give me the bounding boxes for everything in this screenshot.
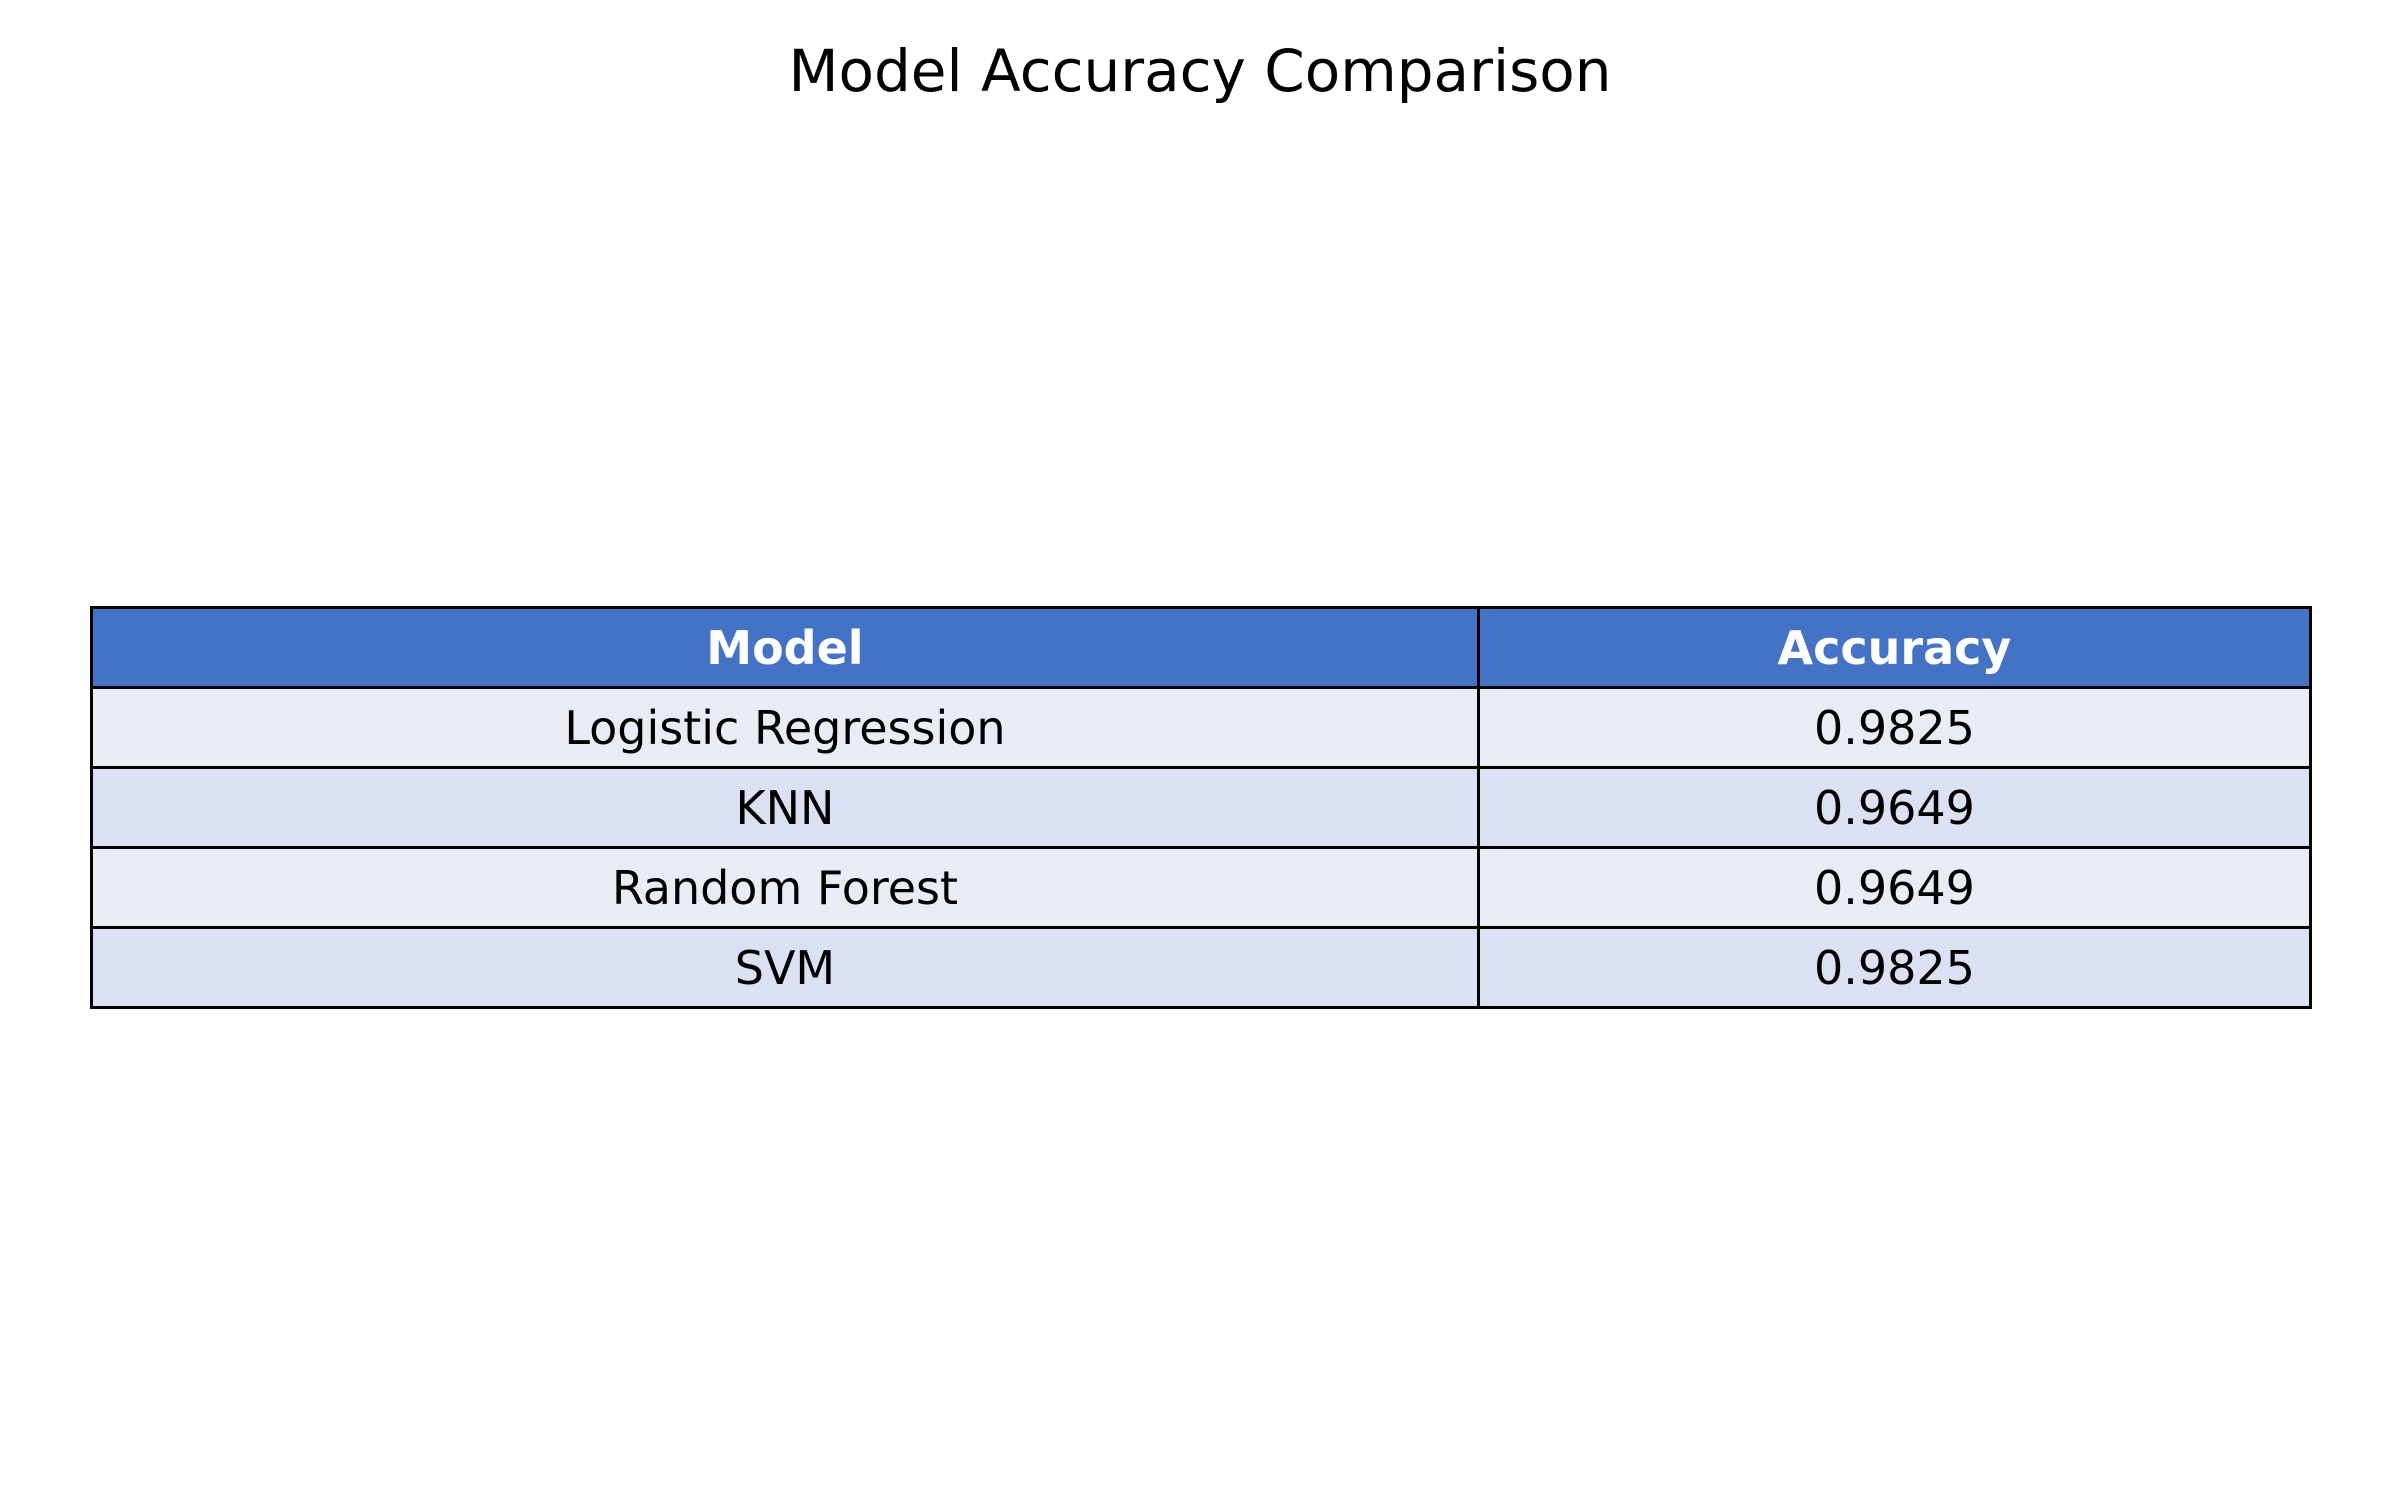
table: Model Accuracy Logistic Regression 0.9825… xyxy=(90,606,2313,1009)
accuracy-cell: 0.9649 xyxy=(1476,766,2313,849)
table-row: Random Forest 0.9649 xyxy=(90,846,2313,929)
model-cell: SVM xyxy=(90,926,1480,1009)
table-header-row: Model Accuracy xyxy=(90,606,2313,689)
model-cell: KNN xyxy=(90,766,1480,849)
model-cell: Random Forest xyxy=(90,846,1480,929)
model-cell: Logistic Regression xyxy=(90,686,1480,769)
table-row: KNN 0.9649 xyxy=(90,766,2313,849)
chart-title: Model Accuracy Comparison xyxy=(788,37,1612,105)
column-header-model: Model xyxy=(90,606,1480,689)
accuracy-cell: 0.9649 xyxy=(1476,846,2313,929)
accuracy-table: Model Accuracy Logistic Regression 0.9825… xyxy=(90,606,2313,1009)
table-body: Logistic Regression 0.9825 KNN 0.9649 Random… xyxy=(90,686,2313,1009)
table-row: Logistic Regression 0.9825 xyxy=(90,686,2313,769)
column-header-accuracy: Accuracy xyxy=(1476,606,2313,689)
accuracy-cell: 0.9825 xyxy=(1476,686,2313,769)
accuracy-cell: 0.9825 xyxy=(1476,926,2313,1009)
table-row: SVM 0.9825 xyxy=(90,926,2313,1009)
